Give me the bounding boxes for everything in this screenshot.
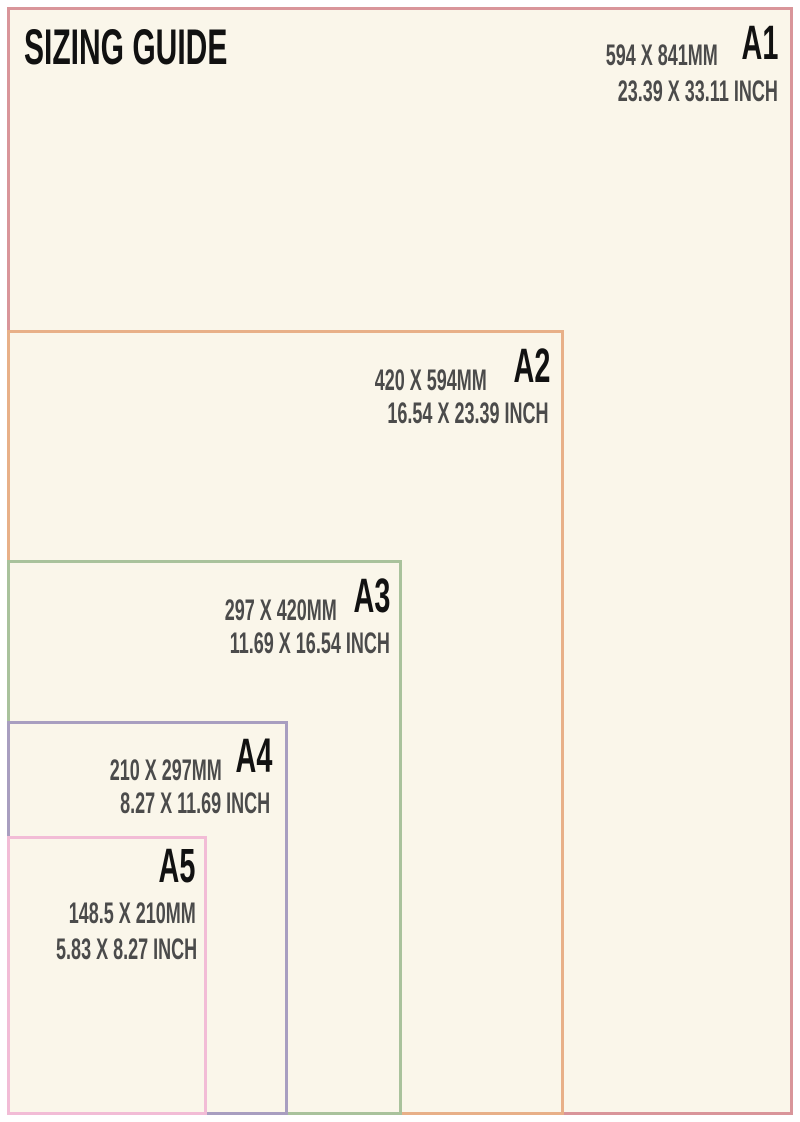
a2-inch: 16.54 X 23.39 INCH [386,397,548,430]
a5-inch: 5.83 X 8.27 INCH [55,933,197,966]
a1-label: A1 [741,17,778,70]
a3-inch: 11.69 X 16.54 INCH [229,627,390,660]
a3-label: A3 [353,570,390,623]
a4-inch: 8.27 X 11.69 INCH [119,787,270,820]
a4-label: A4 [235,730,272,783]
a1-mm: 594 X 841MM [605,39,718,72]
a1-inch: 23.39 X 33.11 INCH [617,75,778,108]
a2-label: A2 [513,340,550,393]
a3-mm: 297 X 420MM [224,594,337,627]
a2-mm: 420 X 594MM [374,364,487,397]
a4-mm: 210 X 297MM [109,754,222,787]
a5-sheet [7,836,207,1115]
a5-mm: 148.5 X 210MM [68,897,196,930]
a5-label: A5 [158,840,195,893]
page-title: SIZING GUIDE [24,19,228,75]
